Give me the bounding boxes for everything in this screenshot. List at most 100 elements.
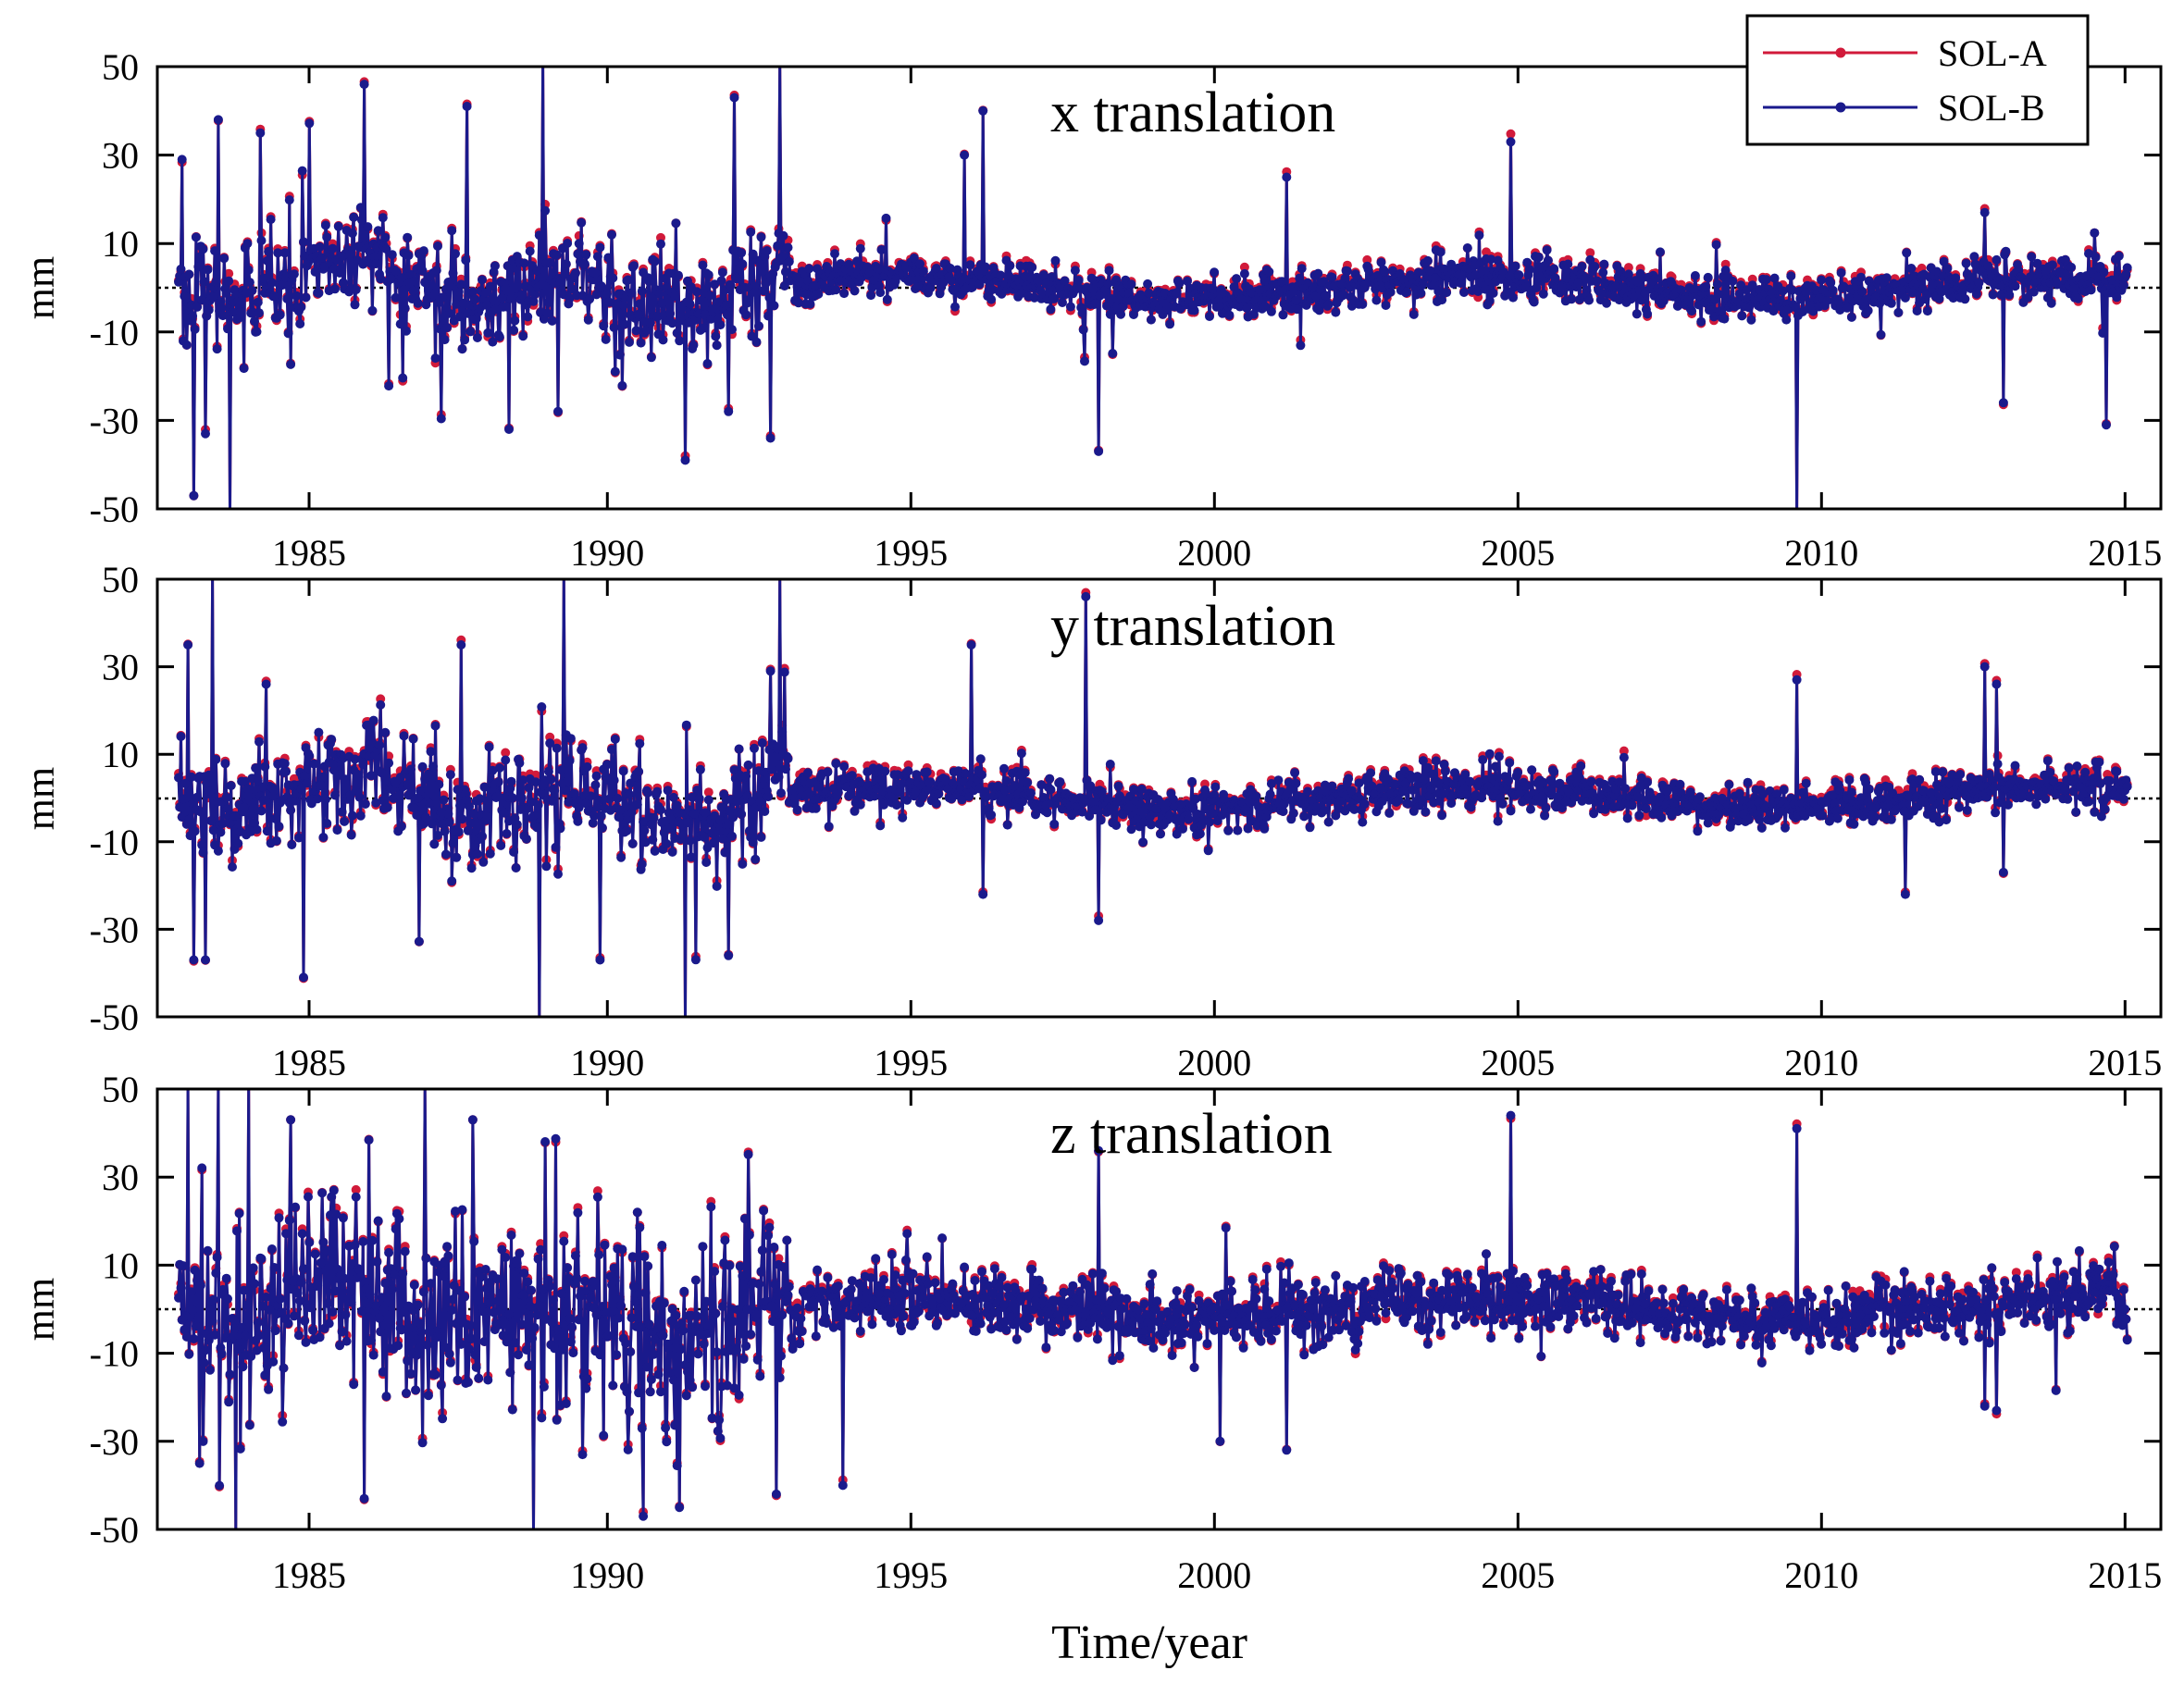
data-point xyxy=(965,260,975,270)
data-point xyxy=(617,380,627,390)
data-point xyxy=(658,335,668,345)
data-point xyxy=(1737,311,1747,321)
data-point xyxy=(378,213,388,223)
panel-title: x translation xyxy=(1050,81,1335,144)
data-point xyxy=(1327,272,1337,282)
data-point xyxy=(1322,291,1332,301)
data-point xyxy=(667,318,677,328)
x-tick-label: 1985 xyxy=(272,532,346,574)
data-point xyxy=(670,291,680,302)
data-point xyxy=(413,298,423,308)
data-point xyxy=(447,226,457,236)
data-point xyxy=(1050,255,1061,266)
data-point xyxy=(1358,299,1368,309)
data-point xyxy=(762,246,772,255)
data-point xyxy=(1543,255,1553,266)
data-point xyxy=(2010,281,2020,291)
data-point xyxy=(1876,329,1886,340)
data-point xyxy=(1719,314,1730,324)
data-point xyxy=(692,287,702,297)
data-point xyxy=(656,239,665,249)
data-point xyxy=(1174,278,1185,289)
data-point xyxy=(223,324,232,334)
data-point xyxy=(698,260,708,270)
data-point xyxy=(960,150,970,160)
data-point xyxy=(722,310,732,320)
data-point xyxy=(408,286,418,296)
data-point xyxy=(547,316,557,326)
data-point xyxy=(279,248,290,258)
data-point xyxy=(1331,307,1341,317)
data-point xyxy=(304,118,315,129)
data-point xyxy=(525,246,535,256)
data-point xyxy=(1584,295,1594,305)
data-point xyxy=(751,287,761,297)
data-point xyxy=(1126,279,1136,290)
data-point xyxy=(542,308,552,318)
data-point xyxy=(1189,305,1199,316)
data-point xyxy=(2114,251,2124,261)
data-point xyxy=(746,227,756,237)
data-point xyxy=(711,331,721,341)
data-point xyxy=(703,270,714,280)
data-point xyxy=(211,278,221,287)
data-point xyxy=(607,229,616,240)
data-point xyxy=(296,302,306,312)
data-point xyxy=(1239,262,1249,272)
data-point xyxy=(460,335,470,345)
x-tick-label: 2015 xyxy=(2088,532,2162,574)
data-point xyxy=(310,266,320,277)
data-point xyxy=(1165,319,1175,329)
data-point xyxy=(634,309,644,319)
data-point xyxy=(523,312,533,322)
data-point xyxy=(219,254,230,264)
x-tick-label: 2010 xyxy=(1784,532,1858,574)
data-point xyxy=(1462,243,1472,253)
data-point xyxy=(440,335,450,345)
data-point xyxy=(1296,340,1306,351)
data-point xyxy=(882,294,892,304)
data-point xyxy=(644,277,654,286)
data-point xyxy=(1912,306,1922,316)
data-point xyxy=(269,291,279,302)
data-point xyxy=(2001,246,2011,256)
data-point xyxy=(1416,288,1426,298)
data-point xyxy=(685,299,695,309)
data-point xyxy=(1974,278,1984,288)
data-point xyxy=(1769,273,1780,283)
data-point xyxy=(1433,286,1444,296)
data-point xyxy=(213,115,223,125)
data-point xyxy=(1863,305,1873,316)
data-point xyxy=(1563,259,1573,269)
data-point xyxy=(1567,294,1577,304)
x-tick-label: 2000 xyxy=(1177,532,1251,574)
data-point xyxy=(534,230,544,241)
data-point xyxy=(350,300,360,310)
data-point xyxy=(253,297,263,307)
data-point xyxy=(672,328,682,338)
plot-area-x xyxy=(174,65,2132,511)
data-point xyxy=(320,220,330,230)
data-point xyxy=(259,273,269,283)
data-point xyxy=(2046,298,2056,308)
data-point xyxy=(262,255,272,266)
data-point xyxy=(778,230,788,241)
data-point xyxy=(1108,349,1118,358)
data-point xyxy=(1728,276,1738,286)
data-point xyxy=(465,327,476,337)
data-point xyxy=(519,258,529,268)
data-point xyxy=(741,310,751,320)
data-point xyxy=(732,274,741,284)
data-point xyxy=(518,331,528,341)
data-point xyxy=(289,269,299,279)
data-point xyxy=(295,319,305,328)
data-point xyxy=(1070,266,1080,276)
data-point xyxy=(286,359,296,369)
data-point xyxy=(472,333,482,342)
data-point xyxy=(783,242,793,253)
data-point xyxy=(1282,172,1292,182)
data-point xyxy=(795,278,805,288)
y-tick-label: -50 xyxy=(90,489,139,530)
data-point xyxy=(2066,262,2077,272)
data-point xyxy=(1643,309,1653,319)
